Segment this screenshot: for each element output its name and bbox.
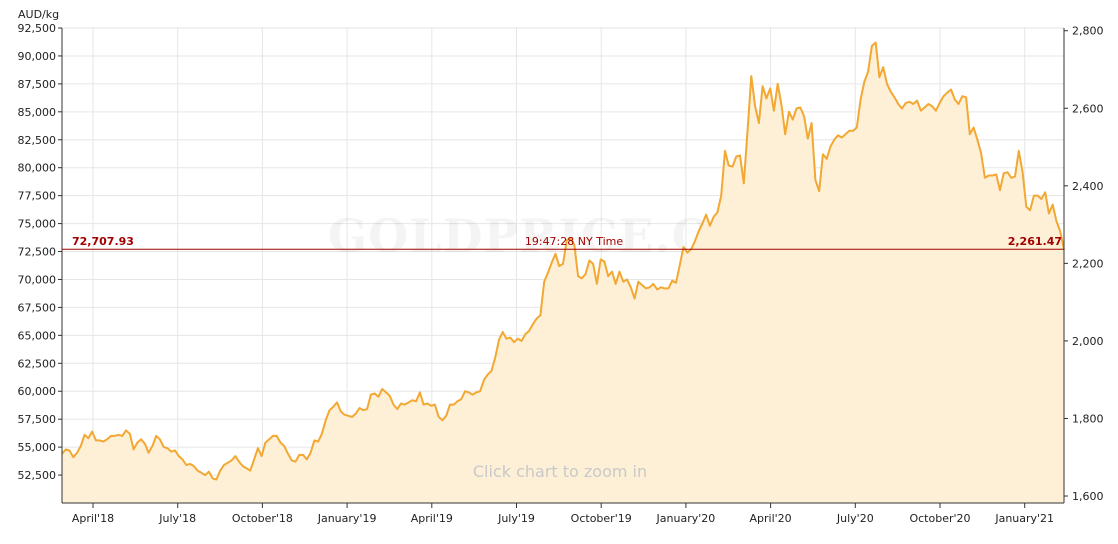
y-tick-label: 85,000 — [18, 106, 57, 119]
y2-axis-ticks: 1,600 1,800 2,000 2,200 2,400 2,600 2,800 — [1064, 25, 1104, 503]
y-tick-label: 67,500 — [18, 301, 57, 314]
y2-tick-label: 2,800 — [1072, 25, 1104, 38]
x-tick-label: July'18 — [158, 512, 196, 525]
x-axis-ticks: April'18 July'18 October'18 January'19 April… — [72, 503, 1054, 525]
series-line[interactable] — [61, 41, 1065, 481]
y-tick-label: 82,500 — [18, 134, 57, 147]
y2-tick-label: 2,600 — [1072, 102, 1104, 115]
x-tick-label: July'20 — [836, 512, 874, 525]
y-tick-label: 65,000 — [18, 329, 57, 342]
current-price-value: 72,707.93 — [72, 235, 134, 248]
y-tick-label: 92,500 — [18, 22, 57, 35]
x-tick-label: July'19 — [497, 512, 535, 525]
y2-tick-label: 2,200 — [1072, 257, 1104, 270]
x-tick-label: January'19 — [317, 512, 377, 525]
y2-tick-label: 1,800 — [1072, 412, 1104, 425]
x-tick-label: April'19 — [411, 512, 453, 525]
axes — [61, 28, 1065, 504]
x-tick-label: January'20 — [656, 512, 716, 525]
zoom-hint: Click chart to zoom in — [473, 462, 647, 481]
y-tick-label: 80,000 — [18, 162, 57, 175]
y-tick-label: 72,500 — [18, 246, 57, 259]
x-tick-label: April'18 — [72, 512, 114, 525]
y-tick-label: 55,000 — [18, 441, 57, 454]
y-tick-label: 77,500 — [18, 190, 57, 203]
y-tick-label: 70,000 — [18, 273, 57, 286]
x-tick-label: October'18 — [232, 512, 293, 525]
y-tick-label: 57,500 — [18, 413, 57, 426]
current-price-oz-value: 2,261.47 — [1008, 235, 1062, 248]
y-tick-label: 52,500 — [18, 469, 57, 482]
y-axis-unit-label: AUD/kg — [18, 8, 59, 21]
x-tick-label: January'21 — [994, 512, 1054, 525]
y-tick-label: 60,000 — [18, 385, 57, 398]
y-tick-label: 87,500 — [18, 78, 57, 91]
x-tick-label: October'19 — [571, 512, 632, 525]
y-tick-label: 75,000 — [18, 218, 57, 231]
current-price-time: 19:47:28 NY Time — [525, 235, 623, 248]
y2-tick-label: 2,000 — [1072, 335, 1104, 348]
x-tick-label: April'20 — [750, 512, 792, 525]
y-tick-label: 62,500 — [18, 357, 57, 370]
y-tick-label: 90,000 — [18, 50, 57, 63]
x-tick-label: October'20 — [909, 512, 970, 525]
y-axis-ticks: 52,500 55,000 57,500 60,000 62,500 65,000 67,5… — [18, 22, 62, 482]
y2-tick-label: 2,400 — [1072, 180, 1104, 193]
y2-tick-label: 1,600 — [1072, 490, 1104, 503]
